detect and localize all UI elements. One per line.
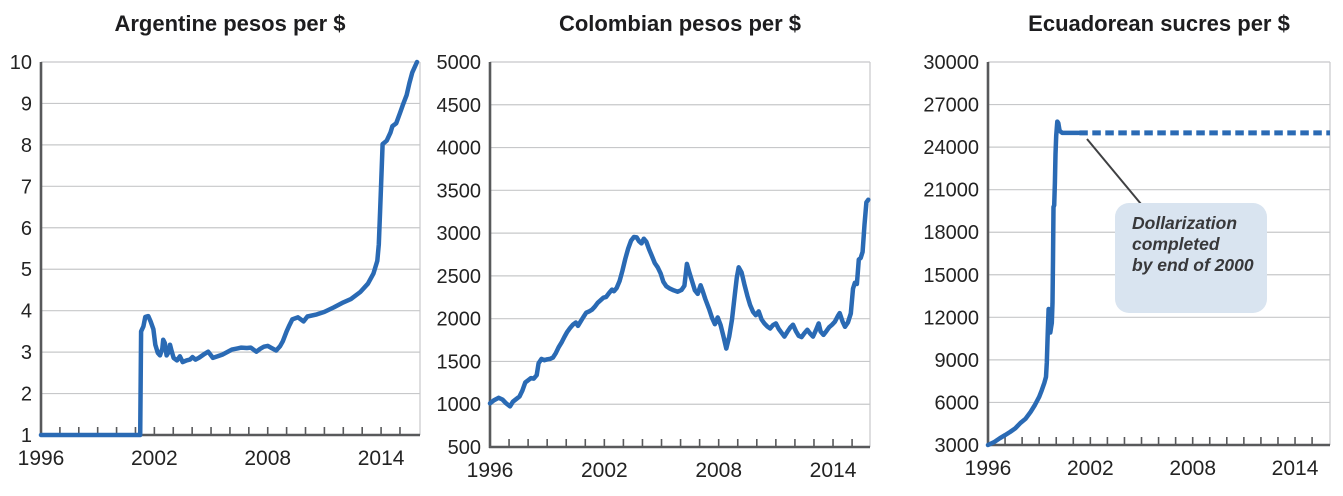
colombian-y-tick-label: 4000 bbox=[437, 138, 482, 160]
argentine-y-tick-label: 2 bbox=[21, 384, 32, 406]
dollarization-annotation: Dollarization completed by end of 2000 bbox=[1115, 203, 1267, 313]
ecuadorean-y-tick-label: 3000 bbox=[935, 435, 980, 457]
argentine-y-tick-label: 10 bbox=[10, 52, 32, 74]
annotation-line-1: Dollarization bbox=[1132, 213, 1238, 233]
colombian-y-tick-label: 2500 bbox=[437, 266, 482, 288]
ecuadorean-y-tick-label: 6000 bbox=[935, 392, 980, 414]
ecuadorean-x-tick-label: 1996 bbox=[965, 457, 1012, 480]
colombian-y-tick-label: 5000 bbox=[437, 52, 482, 74]
argentine-x-tick-label: 2002 bbox=[131, 447, 178, 470]
argentine-y-tick-label: 6 bbox=[21, 218, 32, 240]
ecuadorean-y-tick-label: 9000 bbox=[935, 350, 980, 372]
argentine-y-tick-label: 7 bbox=[21, 176, 32, 198]
annotation-callout-line bbox=[1086, 138, 1142, 205]
ecuadorean-y-tick-label: 24000 bbox=[923, 137, 979, 159]
argentine-y-tick-label: 4 bbox=[21, 301, 32, 323]
colombian-x-tick-label: 1996 bbox=[467, 459, 514, 482]
ecuadorean-y-tick-label: 30000 bbox=[923, 52, 979, 74]
argentine-series-line bbox=[38, 59, 420, 438]
chart-title-ecuadorean: Ecuadorean sucres per $ bbox=[1028, 11, 1290, 36]
annotation-line-3: by end of 2000 bbox=[1132, 255, 1254, 275]
colombian-y-tick-label: 1500 bbox=[437, 351, 482, 373]
colombian-x-tick-label: 2014 bbox=[810, 459, 857, 482]
chart-title-colombian: Colombian pesos per $ bbox=[558, 11, 802, 36]
argentine-y-tick-label: 1 bbox=[21, 425, 32, 447]
ecuadorean-x-tick-label: 2002 bbox=[1067, 457, 1114, 480]
ecuadorean-x-tick-label: 2008 bbox=[1169, 457, 1216, 480]
ecuadorean-y-tick-label: 27000 bbox=[923, 95, 979, 117]
colombian-y-tick-label: 3500 bbox=[437, 180, 482, 202]
colombian-y-tick-label: 500 bbox=[448, 437, 481, 459]
argentine-y-tick-label: 3 bbox=[21, 342, 32, 364]
annotation-line-2: completed bbox=[1132, 234, 1220, 254]
ecuadorean-x-tick-label: 2014 bbox=[1272, 457, 1319, 480]
colombian-plot: 500 1000 1500 2000 2500 3000 3500 4000 4500 5000 1… bbox=[437, 52, 871, 482]
colombian-series-line bbox=[487, 197, 871, 409]
argentine-x-tick-label: 2014 bbox=[358, 447, 405, 470]
colombian-y-tick-label: 2000 bbox=[437, 309, 482, 331]
colombian-y-tick-label: 4500 bbox=[437, 95, 482, 117]
argentine-plot: 1 2 3 4 5 6 7 8 9 10 1996 2002 2008 2014 bbox=[10, 52, 421, 470]
colombian-x-tick-label: 2002 bbox=[581, 459, 628, 482]
colombian-y-tick-label: 1000 bbox=[437, 394, 482, 416]
chart-title-argentine: Argentine pesos per $ bbox=[114, 11, 346, 36]
ecuadorean-y-tick-label: 12000 bbox=[923, 307, 979, 329]
ecuadorean-series-line bbox=[985, 119, 1081, 448]
colombian-y-tick-label: 3000 bbox=[437, 223, 482, 245]
ecuadorean-y-tick-label: 18000 bbox=[923, 222, 979, 244]
ecuadorean-y-tick-label: 21000 bbox=[923, 180, 979, 202]
ecuadorean-y-tick-label: 15000 bbox=[923, 265, 979, 287]
argentine-x-tick-label: 1996 bbox=[18, 447, 65, 470]
argentine-y-tick-label: 8 bbox=[21, 135, 32, 157]
argentine-y-tick-label: 5 bbox=[21, 259, 32, 281]
argentine-x-tick-label: 2008 bbox=[244, 447, 291, 470]
colombian-x-tick-label: 2008 bbox=[695, 459, 742, 482]
argentine-y-tick-label: 9 bbox=[21, 93, 32, 115]
